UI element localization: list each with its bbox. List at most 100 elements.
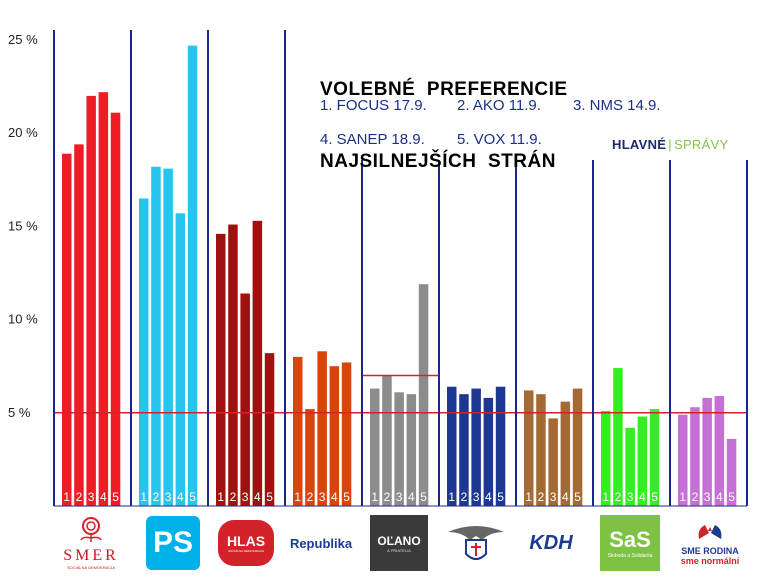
bar <box>151 166 161 506</box>
bar <box>293 356 303 506</box>
chart-title: VOLEBNÉ PREFERENCIE NAJSILNEJŠÍCH STRÁN <box>320 30 568 222</box>
bar <box>264 353 275 506</box>
bar-label: 4 <box>331 490 338 504</box>
logo-sas-text: SaS <box>609 527 651 552</box>
y-tick-label: 5 % <box>8 405 31 420</box>
bar <box>406 394 417 506</box>
bar-label: 3 <box>396 490 403 504</box>
brand-part1: HLAVNÉ <box>612 137 667 152</box>
logo-sme-rodina: SME RODINA sme normální <box>670 512 750 574</box>
bar-label: 4 <box>408 490 415 504</box>
bar <box>649 409 660 506</box>
bar-label: 2 <box>538 490 545 504</box>
bar <box>447 386 457 506</box>
brand-logo: HLAVNÉ | SPRÁVY <box>612 137 729 152</box>
logo-sns <box>440 512 512 574</box>
bar-label: 4 <box>485 490 492 504</box>
bar-label: 2 <box>615 490 622 504</box>
bar <box>613 368 623 506</box>
y-tick-label: 20 % <box>8 125 38 140</box>
logo-smer: SMER SOCIÁLNA DEMOKRACIA <box>55 512 127 574</box>
bar-label: 2 <box>230 490 237 504</box>
bar <box>240 293 250 506</box>
logo-republika: Republika <box>285 512 357 574</box>
bar <box>252 220 263 507</box>
bar-label: 1 <box>679 490 686 504</box>
bar-label: 2 <box>461 490 468 504</box>
bar-label: 2 <box>76 490 83 504</box>
bar <box>678 414 688 506</box>
bar <box>471 388 481 506</box>
bar-label: 2 <box>692 490 699 504</box>
bar-label: 1 <box>602 490 609 504</box>
bar-label: 3 <box>627 490 634 504</box>
bar-label: 5 <box>266 490 273 504</box>
bar <box>483 397 494 506</box>
legend-item-4: 4. SANEP 18.9. <box>320 131 425 148</box>
bar-label: 5 <box>189 490 196 504</box>
bar-chart: 5 %10 %15 %20 %25 %1 2 3 4 5 1 2 3 4 5 1 2 3 4 5 1 2 3 4 5 1… <box>8 30 748 507</box>
bar <box>495 386 506 506</box>
bar-label: 4 <box>254 490 261 504</box>
bar <box>548 418 558 506</box>
logo-kdh-text: KDH <box>529 531 573 554</box>
eagle-emblem-icon <box>448 526 504 560</box>
brand-part2: SPRÁVY <box>673 137 729 152</box>
bar <box>714 396 725 506</box>
bar-label: 5 <box>651 490 658 504</box>
bar <box>139 198 149 506</box>
bar-label: 3 <box>319 490 326 504</box>
bar <box>382 375 392 506</box>
logo-sas: SaS Sloboda a Solidarita <box>594 512 666 574</box>
legend-item-2: 2. AKO 11.9. <box>457 97 541 114</box>
y-tick-label: 25 % <box>8 32 38 47</box>
bar <box>690 407 700 506</box>
bar-label: 5 <box>343 490 350 504</box>
bar <box>305 409 315 506</box>
bar-label: 2 <box>153 490 160 504</box>
bar <box>317 351 327 506</box>
bar-label: 3 <box>242 490 249 504</box>
chart-title-line2: NAJSILNEJŠÍCH STRÁN <box>320 151 556 172</box>
logo-smer-text: SMER <box>63 547 119 564</box>
bar <box>702 397 712 506</box>
bar <box>86 95 96 507</box>
bar <box>524 390 534 506</box>
bar-label: 1 <box>217 490 224 504</box>
bar <box>74 144 84 506</box>
logo-hlas: HLAS SOCIÁLNA DEMOKRACIA <box>210 512 282 574</box>
y-tick-label: 10 % <box>8 312 38 327</box>
bar <box>329 366 340 506</box>
bar <box>370 388 380 506</box>
logo-republika-text: Republika <box>289 535 353 551</box>
logo-hlas-text: HLAS <box>226 533 266 549</box>
bar-label: 4 <box>177 490 184 504</box>
bar-label: 4 <box>639 490 646 504</box>
bar-label: 5 <box>574 490 581 504</box>
bar <box>601 410 611 506</box>
bar-label: 3 <box>88 490 95 504</box>
bar <box>459 394 469 506</box>
logo-sas-sub: Sloboda a Solidarita <box>607 553 653 559</box>
bar <box>572 388 583 506</box>
logo-rodina-text2: sme normální <box>680 555 740 566</box>
legend-item-3: 3. NMS 14.9. <box>573 97 661 114</box>
bar-label: 5 <box>497 490 504 504</box>
bar <box>418 284 429 506</box>
bar-label: 1 <box>140 490 147 504</box>
bar-label: 5 <box>728 490 735 504</box>
rose-icon <box>80 517 102 542</box>
bar <box>637 416 648 506</box>
bar-label: 4 <box>100 490 107 504</box>
bar-label: 4 <box>562 490 569 504</box>
bar-label: 2 <box>384 490 391 504</box>
bar-label: 1 <box>525 490 532 504</box>
bar <box>62 153 72 507</box>
bar <box>98 92 109 506</box>
bar-label: 3 <box>704 490 711 504</box>
bar-label: 4 <box>716 490 723 504</box>
bar <box>341 362 352 506</box>
bar-label: 5 <box>112 490 119 504</box>
bar-label: 3 <box>550 490 557 504</box>
logo-hlas-sub: SOCIÁLNA DEMOKRACIA <box>227 549 264 553</box>
